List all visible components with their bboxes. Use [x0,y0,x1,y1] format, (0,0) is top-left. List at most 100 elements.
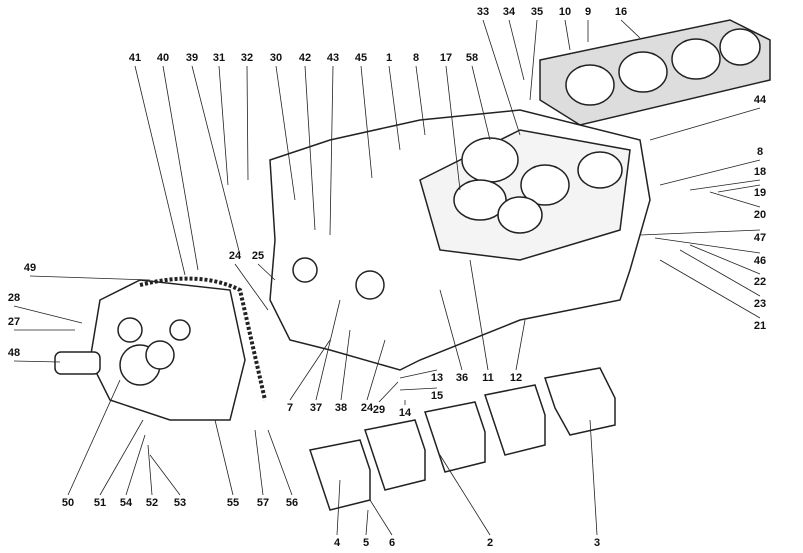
leader-line [191,65,241,256]
callout-label: 54 [120,497,133,509]
callout-label: 52 [146,497,158,509]
callout-label: 29 [373,404,385,416]
leader-line [689,179,761,191]
callout-label: 40 [157,52,169,64]
callout-label: 6 [389,537,395,549]
leader-line [679,249,761,297]
leader-line [639,229,761,236]
leader-line [378,381,399,403]
leader-line [99,419,144,496]
head-gasket [539,19,771,126]
leader-line [369,499,393,536]
callout-label: 42 [299,52,311,64]
callout-label: 16 [615,6,627,18]
callout-label: 17 [440,52,452,64]
leader-line [360,65,373,179]
callout-label: 53 [174,497,186,509]
leader-line [469,259,489,371]
callout-label: 9 [585,6,591,18]
leader-line [329,65,334,236]
leader-line [445,65,461,191]
callout-label: 24 [361,402,374,414]
callout-label: 58 [466,52,478,64]
leader-line [659,159,761,186]
bearing-caps [309,367,616,511]
callout-label: 7 [287,402,293,414]
callout-label: 36 [456,372,468,384]
leader-line [134,65,186,276]
leader-line [689,244,761,275]
leader-line [246,65,249,181]
callout-label: 5 [363,537,369,549]
callout-label: 25 [252,250,264,262]
leader-line [564,19,571,51]
callout-label: 48 [8,347,20,359]
leader-line [257,263,276,281]
callout-label: 21 [754,320,766,332]
callout-label: 13 [431,372,443,384]
leader-line [29,275,151,281]
leader-line [13,360,61,363]
leader-line [254,429,264,496]
callout-label: 12 [510,372,522,384]
callout-label: 31 [213,52,225,64]
leader-line [659,259,761,319]
callout-label: 32 [241,52,253,64]
callout-label: 46 [754,255,766,267]
leader-line [649,107,761,141]
callout-label: 43 [327,52,339,64]
callout-label: 24 [229,250,242,262]
leader-line [709,191,761,208]
callout-label: 44 [754,94,767,106]
callout-label: 38 [335,402,347,414]
leader-line [125,434,146,496]
leader-line [67,379,121,496]
callout-label: 1 [386,52,392,64]
leader-line [529,19,538,101]
callout-label: 19 [754,187,766,199]
callout-label: 33 [477,6,489,18]
leader-line [482,19,521,136]
callout-label: 3 [594,537,600,549]
callout-label: 50 [62,497,74,509]
callout-label: 34 [503,6,516,18]
leader-line [620,19,641,39]
callout-label: 37 [310,402,322,414]
callout-label: 35 [531,6,543,18]
leader-line [275,65,296,201]
callout-label: 49 [24,262,36,274]
callout-label: 4 [334,537,341,549]
leader-line [340,329,351,401]
callout-label: 30 [270,52,282,64]
leader-line [234,263,269,311]
leader-line [399,387,438,391]
callout-label: 11 [482,372,494,384]
leader-line [388,65,401,151]
engine-block [269,109,651,371]
leader-line [147,444,153,496]
callout-label: 20 [754,209,766,221]
leader-line [399,369,438,379]
callout-label: 10 [559,6,571,18]
leader-line [13,305,83,324]
leader-line [315,299,341,401]
callout-label: 51 [94,497,106,509]
leader-line [439,454,491,536]
callout-label: 8 [413,52,419,64]
callout-label: 39 [186,52,198,64]
callout-label: 2 [487,537,493,549]
callout-label: 15 [431,390,443,402]
callout-label: 28 [8,292,20,304]
callout-label: 27 [8,316,20,328]
leader-line [218,65,229,186]
leader-line [508,19,525,81]
leader-line [415,65,426,136]
leader-line [717,184,761,193]
leader-line [214,419,234,496]
leader-line [162,65,199,271]
leader-line [304,65,316,231]
callout-label: 22 [754,276,766,288]
leader-line [471,65,491,141]
callout-label: 55 [227,497,239,509]
